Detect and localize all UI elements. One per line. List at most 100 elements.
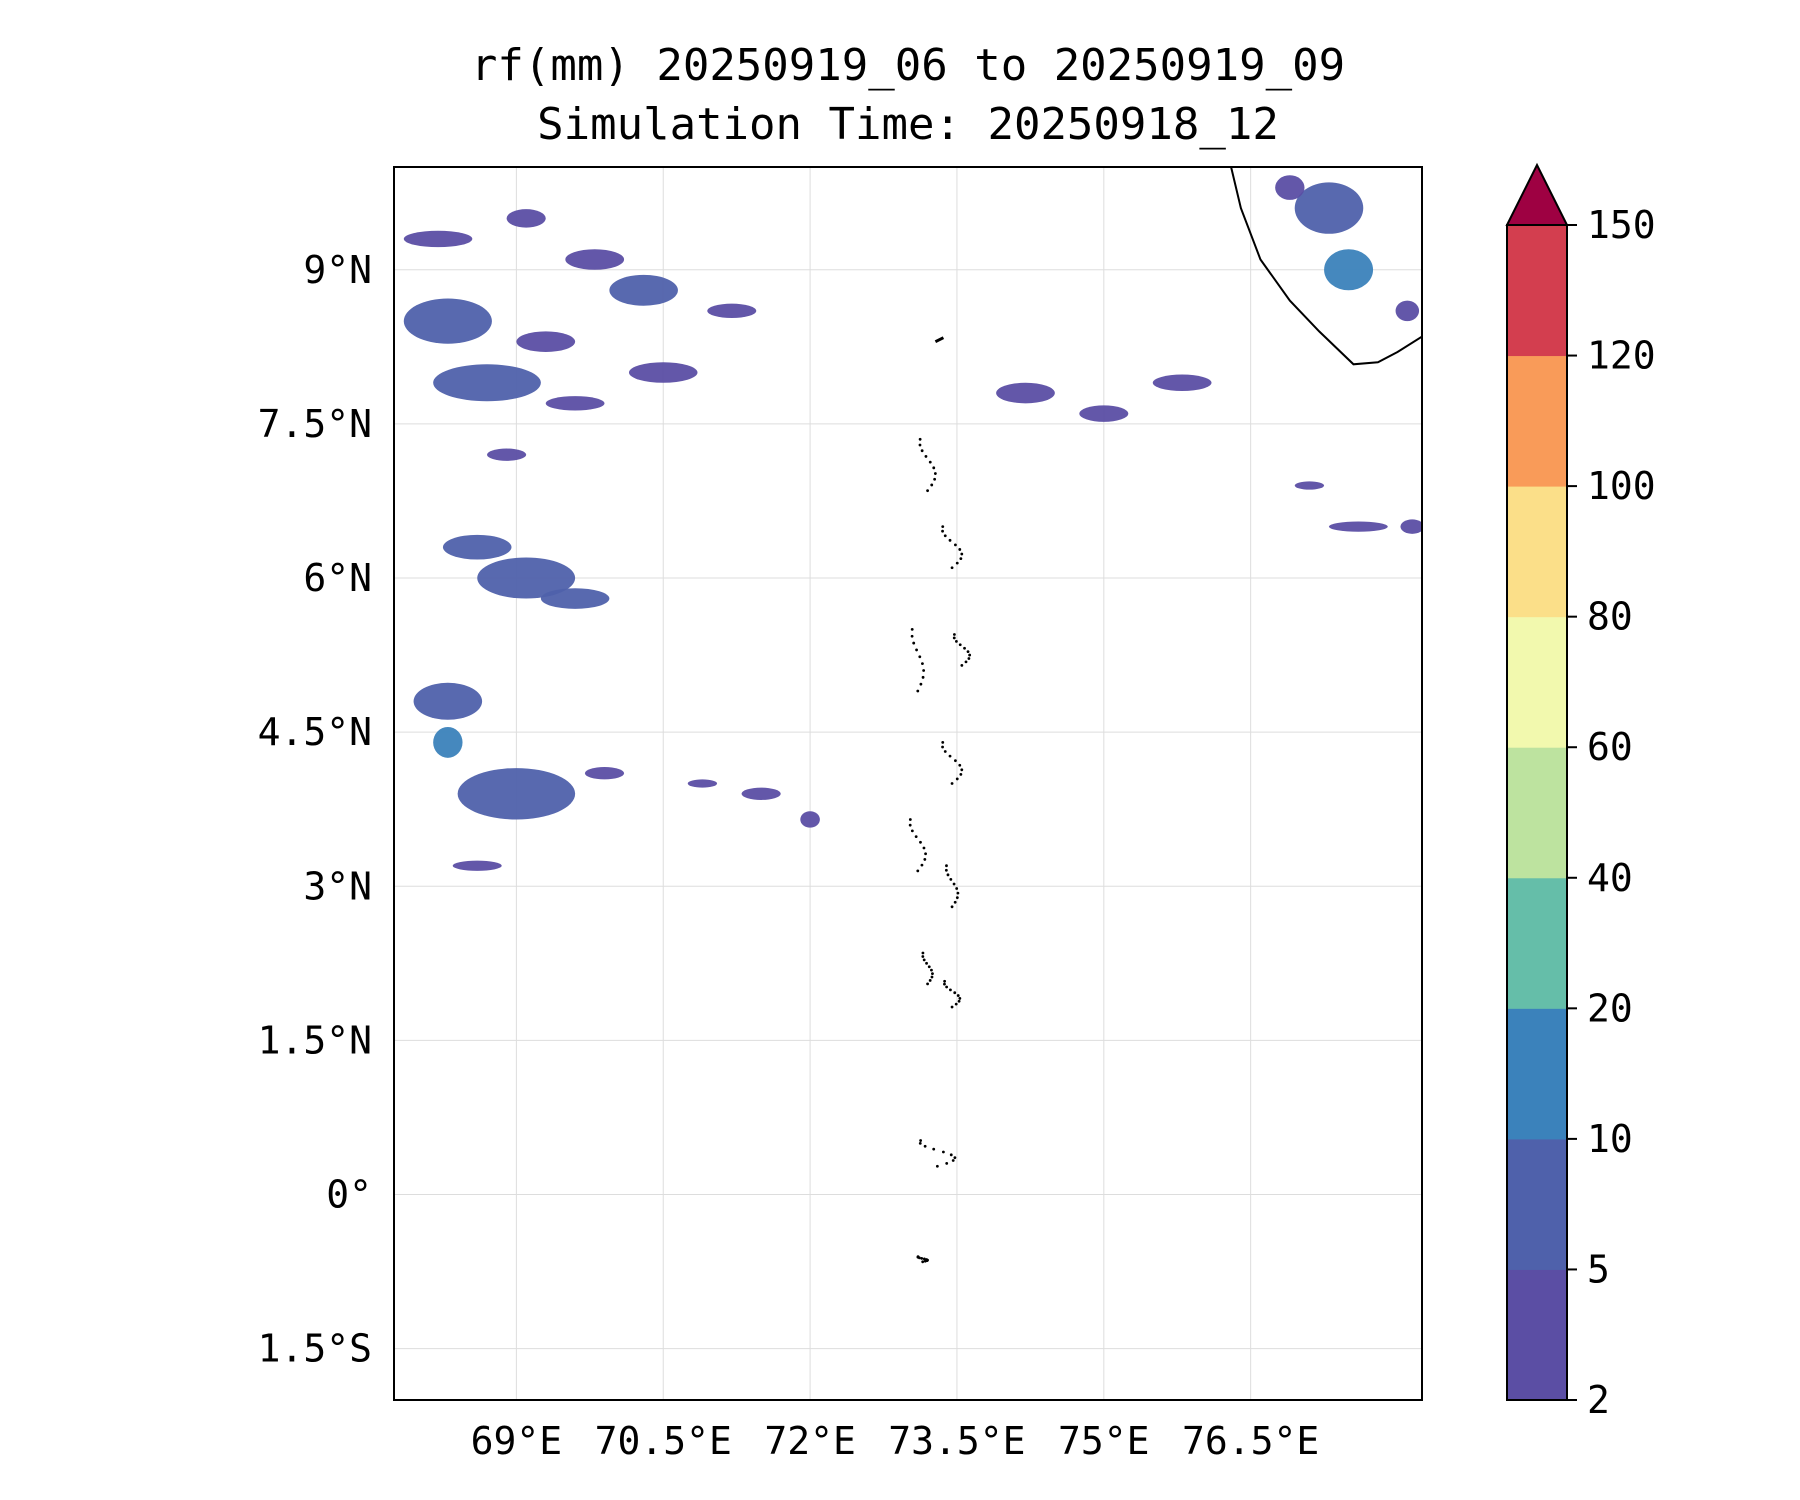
- island-dot: [919, 840, 922, 844]
- island-dot: [958, 643, 962, 647]
- rain-cell: [1328, 521, 1388, 532]
- title-line-2: Simulation Time: 20250918_12: [537, 99, 1279, 150]
- island-dot: [952, 633, 956, 636]
- island-dot: [922, 669, 926, 672]
- island-dot: [932, 466, 936, 470]
- island-dot: [960, 663, 964, 667]
- island-dot: [951, 1159, 955, 1162]
- island-dot: [949, 878, 953, 881]
- island-dot: [918, 437, 922, 441]
- island-mark: [934, 336, 945, 344]
- rain-cell: [1324, 249, 1374, 291]
- colorbar-segment: [1507, 1138, 1567, 1270]
- island-dot: [946, 873, 950, 877]
- island-dot: [953, 900, 957, 904]
- island-dot: [945, 1161, 949, 1165]
- colorbar-tick-label: 100: [1587, 464, 1656, 508]
- island-dot: [958, 763, 962, 767]
- island-dot: [948, 538, 952, 542]
- colorbar-tick-label: 2: [1587, 1378, 1610, 1422]
- y-tick-label: 0°: [326, 1173, 372, 1217]
- island-dot: [945, 864, 948, 868]
- island-dot: [958, 548, 962, 551]
- rain-cell: [506, 209, 546, 228]
- island-dot: [919, 682, 923, 686]
- island-dot: [954, 759, 957, 763]
- rain-cell: [565, 249, 625, 270]
- island-dot: [949, 988, 952, 992]
- island-dot: [921, 951, 925, 955]
- island-dot: [952, 636, 956, 640]
- island-dot: [920, 1256, 924, 1260]
- island-dot: [922, 958, 926, 962]
- island-dot: [914, 835, 918, 838]
- colorbar-segment: [1507, 486, 1567, 618]
- island-dot: [919, 1139, 923, 1142]
- colorbar: 2 5 10 20 40 60 80 100 120 150: [1505, 162, 1656, 1422]
- colorbar-segment: [1507, 355, 1567, 487]
- colorbar-segment: [1507, 747, 1567, 879]
- island-dot: [964, 660, 968, 664]
- island-dot: [960, 552, 964, 556]
- rain-cell: [628, 362, 698, 383]
- island-dot: [918, 443, 922, 447]
- rain-cell: [433, 726, 463, 758]
- colorbar-tick-label: 80: [1587, 595, 1633, 639]
- island-dot: [963, 646, 966, 650]
- rain-cell: [1400, 519, 1422, 534]
- island-dot: [927, 965, 931, 969]
- island-dot: [967, 657, 971, 660]
- island-dot: [930, 483, 934, 487]
- island-dot: [912, 641, 916, 645]
- island-dot: [953, 991, 957, 995]
- india-coastline: [1230, 167, 1422, 366]
- island-dot: [943, 979, 947, 983]
- colorbar-segment: [1507, 1008, 1567, 1140]
- island-dot: [923, 1144, 927, 1148]
- rain-cell: [1275, 175, 1305, 200]
- island-dot: [921, 955, 925, 958]
- island-dot: [916, 689, 920, 693]
- island-dot: [948, 754, 952, 758]
- coastline-layer: [1230, 167, 1422, 366]
- x-tick-label: 70.5°E: [595, 1419, 732, 1463]
- x-tick-label: 75°E: [1058, 1419, 1150, 1463]
- colorbar-segment: [1507, 225, 1567, 357]
- island-dot: [915, 648, 918, 652]
- island-dot: [921, 1260, 925, 1264]
- island-dot: [933, 472, 937, 475]
- island-dot: [941, 525, 945, 529]
- island-dot: [957, 999, 961, 1003]
- colorbar-tick-label: 120: [1587, 334, 1656, 378]
- island-dot: [945, 985, 949, 989]
- rain-cell: [687, 779, 718, 788]
- island-dot: [933, 477, 937, 481]
- y-tick-label: 9°N: [303, 248, 372, 292]
- rain-cell: [1395, 300, 1420, 322]
- colorbar-tick-label: 150: [1587, 203, 1656, 247]
- island-dot: [952, 882, 956, 886]
- island-dot: [922, 1257, 926, 1261]
- island-dot: [956, 891, 960, 895]
- rain-cell: [457, 768, 576, 820]
- rain-cell: [741, 787, 781, 800]
- island-dot: [908, 823, 912, 827]
- y-tick-label: 1.5°S: [258, 1327, 372, 1371]
- island-dot: [958, 997, 962, 1000]
- island-dot: [950, 566, 954, 570]
- rain-cell: [516, 331, 576, 352]
- island-dot: [925, 961, 928, 965]
- island-dot: [921, 662, 924, 666]
- rain-cell: [584, 767, 625, 780]
- y-tick-label: 3°N: [303, 864, 372, 908]
- island-dot: [959, 557, 963, 560]
- map-frame: [393, 166, 1423, 1401]
- island-dot: [955, 561, 959, 565]
- colorbar-segment: [1507, 1269, 1567, 1401]
- island-dot: [941, 1150, 945, 1154]
- island-dot: [955, 887, 959, 890]
- island-dot: [935, 1164, 939, 1168]
- rain-cell: [477, 557, 576, 599]
- rain-cell: [800, 811, 820, 828]
